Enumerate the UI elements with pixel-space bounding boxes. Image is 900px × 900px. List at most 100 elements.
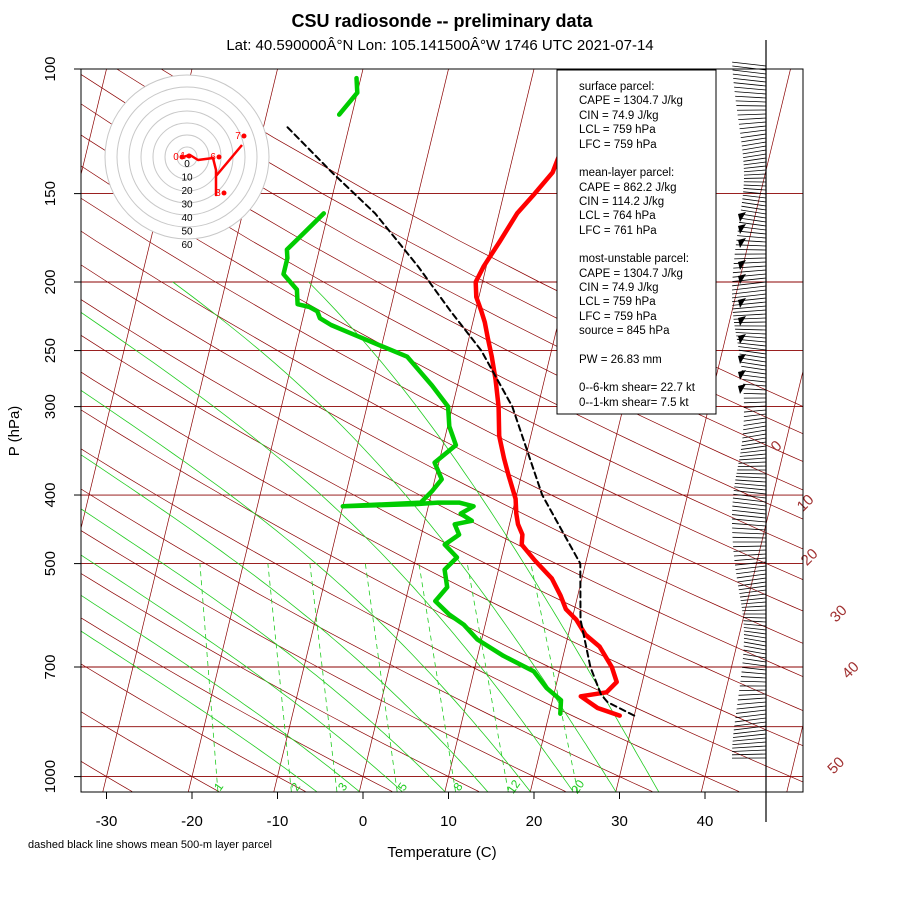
wind-barb [733,725,767,731]
wind-barb [737,230,767,235]
wind-barb [742,433,767,439]
wind-barb [740,449,767,454]
wind-barb [742,194,767,199]
mixing-ratio-line [199,563,219,792]
wind-barb [742,662,767,667]
x-tick-label: 0 [359,813,367,830]
stats-box: surface parcel: CAPE = 1304.7 J/kg CIN =… [556,69,717,415]
wind-barb [731,293,767,299]
wind-barb [743,649,767,655]
wind-barb [743,616,767,619]
wind-barb [738,349,767,355]
dry-adiabat-line [81,448,740,792]
moist-adiabat-line [81,630,317,792]
hodograph-point [186,153,192,159]
wind-barb [734,321,767,323]
wind-barb [735,95,767,99]
wind-barb [733,265,767,269]
stat-mu-lfc: LFC = 759 hPa [579,311,657,323]
wind-pennant [738,212,746,222]
x-tick-label: -20 [181,813,203,830]
footnote: dashed black line shows mean 500-m layer… [28,839,272,851]
wind-barb [741,202,767,207]
wind-barb [743,409,767,413]
wind-barb [743,157,767,162]
wind-barb [743,393,767,395]
dry-adiabat-line [81,197,803,581]
moist-adiabat-line [81,554,403,792]
wind-barb [740,445,767,450]
mixing-ratio-label: 1 [211,780,226,794]
series-mean-layer-parcel-line [284,124,636,717]
stat-ml-cape: CAPE = 862.2 J/kg [579,182,677,194]
plot-frame [80,68,804,793]
wind-barb [731,289,767,295]
wind-barb [743,153,767,159]
wind-barb [732,73,767,79]
wind-barb [738,221,767,227]
wind-barb [732,505,767,511]
x-tick-label: -10 [267,813,289,830]
x-axis-label: Temperature (C) [387,844,496,861]
wind-barb [737,113,767,116]
wind-barb [739,589,767,594]
moist-adiabat-line [81,454,488,792]
wind-barb [741,137,767,143]
wind-pennant [738,370,746,380]
y-tick-label: 200 [42,269,59,294]
wind-barb [733,549,767,552]
wind-barb [737,701,767,705]
mixing-ratio-line [309,563,338,792]
moist-adiabat-line [81,311,574,792]
hodograph-point [221,190,227,196]
hodograph-point-label: 6 [210,152,216,163]
dry-adiabat-line [81,488,653,792]
stat-surface-cape: CAPE = 1304.7 J/kg [579,95,683,107]
hodograph-ring-label: 60 [181,240,193,251]
wind-barb [743,383,767,387]
wind-barb [743,653,767,659]
wind-barb [732,745,767,749]
x-tick-label: 30 [611,813,628,830]
wind-barb [733,77,767,83]
wind-barb [742,609,767,612]
y-tick-label: 400 [42,483,59,508]
wind-barb [743,634,767,639]
wind-barb [743,184,767,187]
stat-ml-header: mean-layer parcel: [579,167,674,179]
y-tick-label: 1000 [42,760,59,793]
dry-adiabat-line [81,371,803,747]
stat-surface-header: surface parcel: [579,81,654,93]
hodograph-point [216,154,222,160]
wind-barb [732,309,767,313]
stat-shear1: 0--1-km shear= 7.5 kt [579,397,689,409]
wind-pennant [738,316,746,326]
dry-adiabat-line [81,334,803,712]
dry-adiabat-line [81,230,803,612]
stat-surface-lcl: LCL = 759 hPa [579,124,656,136]
hodograph-point [179,154,185,160]
wind-barb [741,365,767,371]
wind-barb [743,405,767,408]
hodograph-ring-label: 20 [181,186,193,197]
wind-barb [741,205,767,211]
wind-barb [732,269,767,274]
wind-barb [741,441,767,447]
mixing-ratio-line [267,563,292,792]
wind-barb [732,297,767,303]
wind-barb [742,666,767,671]
theta-label: 30 [827,602,851,626]
wind-barb [740,129,767,134]
wind-barb [736,569,767,575]
series-temperature-line [473,69,622,718]
wind-barb [735,565,767,570]
wind-barb [732,749,767,752]
x-tick-label: 20 [526,813,543,830]
wind-barb [740,361,767,367]
mixing-ratio-line [418,563,456,792]
wind-barb [737,465,767,468]
stat-mu-cin: CIN = 74.9 J/kg [579,282,659,294]
stat-mu-header: most-unstable parcel: [579,253,689,265]
